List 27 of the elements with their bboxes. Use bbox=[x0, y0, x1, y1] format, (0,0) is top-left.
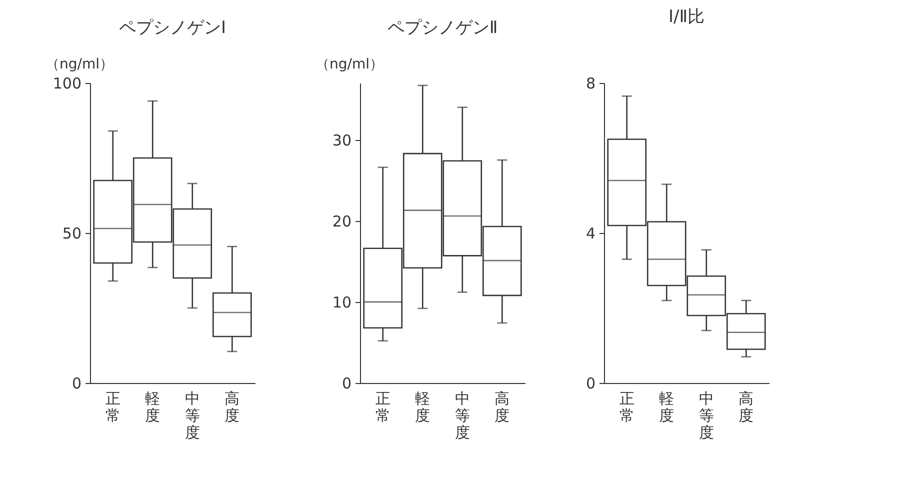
y-tick-label: 30 bbox=[332, 131, 352, 150]
x-tick-label: 高度 bbox=[494, 390, 510, 424]
chart-title: Ⅰ/Ⅱ比 bbox=[668, 7, 705, 27]
x-tick-label: 正常 bbox=[105, 390, 120, 424]
y-tick-label: 4 bbox=[586, 224, 596, 242]
y-tick-label: 100 bbox=[52, 74, 82, 92]
x-tick-label: 中等度 bbox=[454, 390, 470, 442]
y-tick-label: 20 bbox=[332, 212, 352, 230]
x-tick-label: 正常 bbox=[375, 390, 390, 424]
y-tick-label: 50 bbox=[62, 224, 82, 242]
y-tick-label: 0 bbox=[586, 374, 596, 392]
y-axis-title: （ng/ml） bbox=[316, 56, 384, 72]
x-tick-label: 高度 bbox=[738, 390, 754, 424]
y-tick-label: 0 bbox=[342, 374, 352, 392]
y-tick-label: 8 bbox=[586, 74, 596, 92]
x-tick-label: 高度 bbox=[224, 390, 240, 424]
x-tick-label: 中等度 bbox=[184, 390, 200, 442]
chart-title: ペプシノゲンⅠ bbox=[118, 18, 226, 38]
x-tick-label: 中等度 bbox=[698, 390, 714, 442]
x-tick-label: 軽度 bbox=[659, 390, 674, 424]
y-tick-label: 10 bbox=[332, 293, 352, 312]
x-tick-label: 軽度 bbox=[415, 390, 430, 424]
x-tick-label: 軽度 bbox=[145, 390, 160, 424]
chart-title: ペプシノゲンⅡ bbox=[387, 18, 498, 38]
x-tick-label: 正常 bbox=[619, 390, 634, 424]
y-tick-label: 0 bbox=[72, 374, 82, 392]
y-axis-title: （ng/ml） bbox=[46, 56, 114, 72]
